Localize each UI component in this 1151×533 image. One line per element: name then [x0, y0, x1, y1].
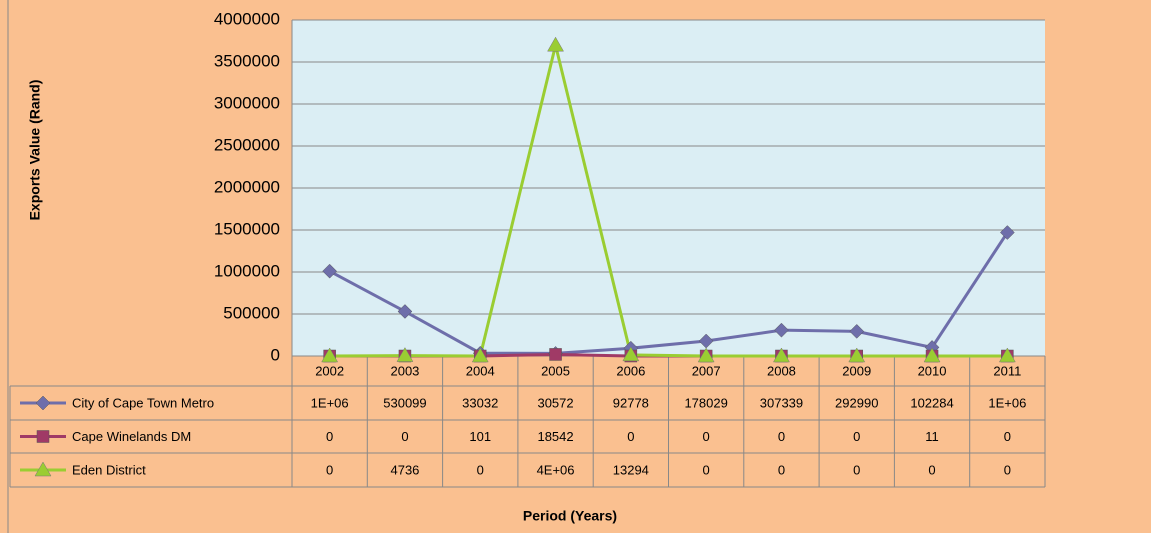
marker [848, 347, 866, 363]
table-cell: 1E+06 [988, 395, 1026, 410]
marker [36, 430, 50, 443]
y-tick-label: 500000 [223, 303, 280, 322]
legend-label: Cape Winelands DM [72, 429, 191, 444]
table-cell: 0 [928, 462, 935, 477]
y-tick-label: 4000000 [214, 9, 280, 28]
table-cell: 4736 [390, 462, 419, 477]
table-cell: 0 [401, 429, 408, 444]
marker [849, 324, 865, 339]
table-cell: 530099 [383, 395, 426, 410]
x-tick-label: 2003 [390, 363, 419, 378]
table-cell: 4E+06 [537, 462, 575, 477]
y-tick-label: 2000000 [214, 177, 280, 196]
x-tick-label: 2006 [616, 363, 645, 378]
table-cell: 0 [627, 429, 634, 444]
x-axis-label: Period (Years) [523, 508, 617, 524]
marker [697, 347, 715, 363]
marker [35, 395, 51, 411]
table-cell: 0 [778, 462, 785, 477]
table-cell: 307339 [760, 395, 803, 410]
table-cell: 0 [477, 462, 484, 477]
table-cell: 0 [1004, 462, 1011, 477]
table-cell: 0 [703, 429, 710, 444]
marker [396, 347, 414, 362]
marker [549, 348, 562, 361]
x-tick-label: 2004 [466, 363, 495, 378]
table-cell: 1E+06 [311, 395, 349, 410]
table-cell: 92778 [613, 395, 649, 410]
marker [773, 347, 790, 363]
table-cell: 102284 [910, 395, 953, 410]
table-cell: 13294 [613, 462, 649, 477]
table-cell: 30572 [537, 395, 573, 410]
marker [998, 347, 1016, 363]
x-tick-label: 2005 [541, 363, 570, 378]
y-tick-label: 2500000 [214, 135, 280, 154]
marker [547, 36, 564, 52]
table-cell: 18542 [537, 429, 573, 444]
marker [322, 263, 338, 279]
x-tick-label: 2010 [918, 363, 947, 378]
table-cell: 0 [326, 429, 333, 444]
table-cell: 0 [853, 429, 860, 444]
marker [321, 347, 339, 363]
marker [923, 347, 941, 363]
table-cell: 11 [925, 429, 939, 444]
table-cell: 0 [1004, 429, 1011, 444]
x-tick-label: 2009 [842, 363, 871, 378]
table-cell: 0 [326, 462, 333, 477]
table-cell: 292990 [835, 395, 878, 410]
x-tick-label: 2008 [767, 363, 796, 378]
x-tick-label: 2007 [692, 363, 721, 378]
marker [622, 346, 640, 362]
marker [774, 322, 789, 338]
y-tick-label: 3500000 [214, 51, 280, 70]
legend-label: City of Cape Town Metro [72, 395, 214, 410]
table-cell: 33032 [462, 395, 498, 410]
table-cell: 0 [778, 429, 785, 444]
x-tick-label: 2002 [315, 363, 344, 378]
y-tick-label: 1000000 [214, 261, 280, 280]
y-axis-label: Exports Value (Rand) [27, 80, 43, 221]
x-tick-label: 2011 [993, 363, 1021, 378]
marker [471, 347, 489, 363]
series-line [329, 44, 1008, 358]
table-cell: 101 [469, 429, 491, 444]
table-cell: 0 [853, 462, 860, 477]
legend-label: Eden District [72, 462, 146, 477]
y-tick-label: 1500000 [214, 219, 280, 238]
marker [397, 304, 413, 319]
marker [34, 461, 52, 477]
table-cell: 178029 [684, 395, 727, 410]
marker [999, 225, 1015, 240]
y-tick-label: 0 [271, 345, 280, 364]
y-tick-label: 3000000 [214, 93, 280, 112]
table-cell: 0 [703, 462, 710, 477]
series-line [328, 231, 1009, 355]
